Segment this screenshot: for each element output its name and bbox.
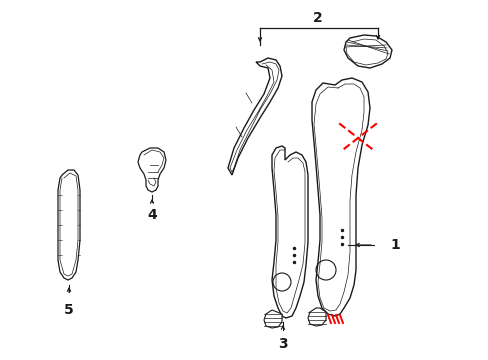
Text: 2: 2 xyxy=(312,11,322,25)
Polygon shape xyxy=(227,58,282,175)
Polygon shape xyxy=(307,308,325,326)
Text: 3: 3 xyxy=(278,337,287,351)
Polygon shape xyxy=(343,35,391,68)
Polygon shape xyxy=(138,148,165,192)
Text: 1: 1 xyxy=(389,238,399,252)
Polygon shape xyxy=(264,310,282,328)
Text: 4: 4 xyxy=(147,208,157,222)
Polygon shape xyxy=(311,78,369,316)
Polygon shape xyxy=(58,170,80,280)
Polygon shape xyxy=(271,146,307,318)
Text: 5: 5 xyxy=(64,303,74,317)
